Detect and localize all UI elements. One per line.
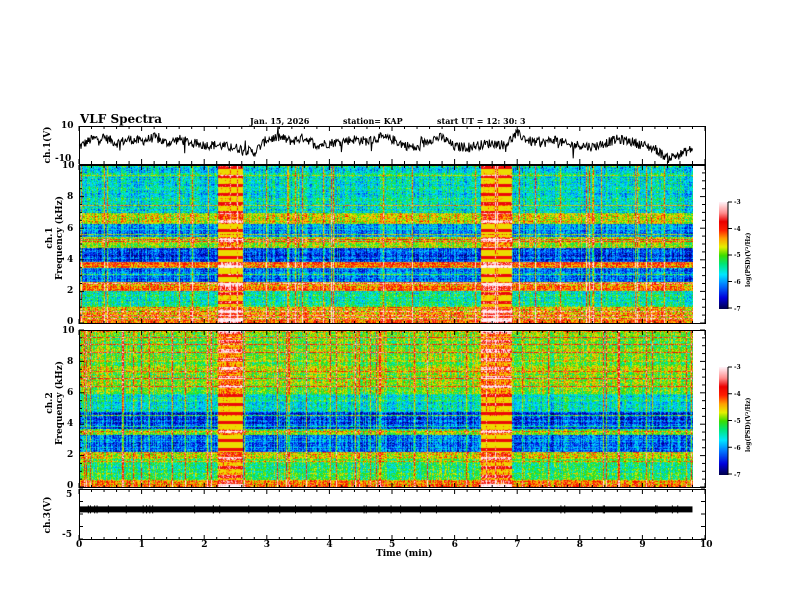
ch1-waveform-frame bbox=[79, 126, 706, 165]
ch2-colorbar-ticks bbox=[727, 366, 732, 475]
ch1-spectrogram-frame bbox=[79, 165, 706, 324]
time-axis-label: Time (min) bbox=[376, 549, 433, 559]
ch1-freq-tick-8: 8 bbox=[67, 192, 74, 202]
time-tick-label: 2 bbox=[201, 540, 208, 550]
time-tick-label: 5 bbox=[389, 540, 396, 550]
ch1-colorbar bbox=[719, 202, 728, 309]
ch2-freq-tick-2: 2 bbox=[67, 450, 74, 460]
ch2-freq-tick-6: 6 bbox=[67, 388, 74, 398]
time-tick-label: 1 bbox=[138, 540, 145, 550]
ch2-spectrogram-ylabel-unit: Frequency (kHz) bbox=[55, 361, 65, 446]
time-tick-label: 9 bbox=[639, 540, 646, 550]
time-tick-label: 10 bbox=[700, 540, 713, 550]
start-time-label: start UT = 12: 30: 3 bbox=[437, 116, 526, 126]
ch2-colorbar-label: log(PSD)(V²/Hz) bbox=[745, 397, 752, 452]
ch1-spectrogram-heatmap bbox=[80, 166, 693, 323]
ch1-cb-tick-m5: -5 bbox=[734, 252, 741, 259]
ch1-ylabel: ch.1(V) bbox=[43, 126, 53, 164]
ch1-freq-tick-2: 2 bbox=[67, 286, 74, 296]
ch2-cb-tick-m5: -5 bbox=[734, 418, 741, 425]
ch2-spectrogram-heatmap bbox=[80, 331, 693, 487]
date-label: Jan. 15, 2026 bbox=[250, 116, 310, 126]
time-tick-label: 8 bbox=[576, 540, 584, 550]
ch3-ytick-top: 5 bbox=[66, 490, 73, 500]
ch1-spectrogram-ylabel-channel: ch.1 bbox=[45, 227, 55, 249]
ch1-freq-tick-0: 0 bbox=[67, 317, 74, 327]
ch2-spectrogram-frame bbox=[79, 330, 706, 488]
ch3-waveform-frame bbox=[79, 489, 706, 540]
ch1-waveform-line bbox=[78, 125, 693, 164]
ch3-ytick-bottom: -5 bbox=[62, 530, 72, 540]
ch2-cb-tick-m6: -6 bbox=[734, 445, 741, 452]
ch2-freq-tick-0: 0 bbox=[67, 481, 74, 491]
ch1-freq-tick-4: 4 bbox=[67, 255, 74, 265]
ch2-cb-tick-m3: -3 bbox=[734, 364, 741, 371]
ch1-freq-tick-6: 6 bbox=[67, 224, 74, 234]
ch1-freq-tick-10: 10 bbox=[62, 161, 75, 171]
ch1-spectrogram-ylabel: ch.1 Frequency (kHz) bbox=[45, 178, 65, 298]
ch2-freq-tick-8: 8 bbox=[67, 357, 74, 367]
ch2-cb-tick-m7: -7 bbox=[734, 472, 741, 479]
ch1-cb-tick-m3: -3 bbox=[734, 199, 741, 206]
time-tick-label: 6 bbox=[451, 540, 458, 550]
ch3-waveform-trace bbox=[80, 506, 693, 513]
ch1-colorbar-label: log(PSD)(V²/Hz) bbox=[745, 232, 752, 287]
ch1-spectrogram-ylabel-unit: Frequency (kHz) bbox=[55, 196, 65, 281]
ch2-colorbar bbox=[719, 367, 728, 475]
ch1-cb-tick-m7: -7 bbox=[734, 306, 741, 313]
time-tick-label: 4 bbox=[326, 540, 333, 550]
time-tick-label: 3 bbox=[263, 540, 271, 550]
ch1-ytick-bottom: -10 bbox=[55, 154, 72, 164]
ch2-freq-tick-10: 10 bbox=[62, 326, 75, 336]
ch1-ytick-top: 10 bbox=[61, 121, 74, 131]
ch1-colorbar-ticks bbox=[727, 201, 732, 309]
ch2-cb-tick-m4: -4 bbox=[734, 391, 741, 398]
ch2-freq-tick-4: 4 bbox=[67, 419, 74, 429]
time-tick-label: 0 bbox=[76, 540, 83, 550]
ch3-ylabel: ch.3(V) bbox=[43, 496, 53, 534]
plot-title: VLF Spectra bbox=[80, 112, 163, 126]
station-label: station= KAP bbox=[343, 116, 403, 126]
time-tick-label: 7 bbox=[514, 540, 521, 550]
ch1-cb-tick-m4: -4 bbox=[734, 226, 741, 233]
ch2-spectrogram-ylabel: ch.2 Frequency (kHz) bbox=[45, 343, 65, 463]
ch2-spectrogram-ylabel-channel: ch.2 bbox=[45, 392, 55, 414]
ch1-cb-tick-m6: -6 bbox=[734, 279, 741, 286]
